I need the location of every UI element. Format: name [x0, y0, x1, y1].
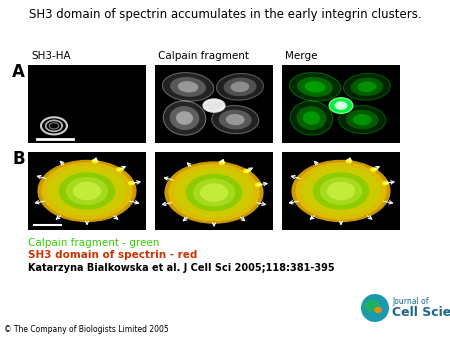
Text: Merge: Merge: [285, 51, 318, 61]
Circle shape: [128, 181, 135, 186]
Text: SH3 domain of spectrin accumulates in the early integrin clusters.: SH3 domain of spectrin accumulates in th…: [29, 8, 421, 21]
Ellipse shape: [200, 183, 228, 202]
Ellipse shape: [297, 106, 326, 130]
Bar: [28, 65, 146, 143]
Circle shape: [329, 98, 353, 113]
Ellipse shape: [203, 99, 225, 112]
Ellipse shape: [303, 111, 320, 125]
Ellipse shape: [289, 73, 341, 101]
Ellipse shape: [66, 177, 108, 205]
Bar: [155, 65, 273, 143]
Text: Calpain fragment: Calpain fragment: [158, 51, 249, 61]
Text: Katarzyna Bialkowska et al. J Cell Sci 2005;118:381-395: Katarzyna Bialkowska et al. J Cell Sci 2…: [28, 263, 335, 273]
Circle shape: [361, 294, 389, 322]
Ellipse shape: [320, 177, 362, 205]
Ellipse shape: [292, 160, 391, 222]
Ellipse shape: [297, 77, 333, 97]
Text: B: B: [12, 150, 25, 168]
Ellipse shape: [216, 73, 263, 100]
Circle shape: [91, 159, 99, 163]
Ellipse shape: [219, 110, 252, 129]
Ellipse shape: [73, 182, 101, 200]
Circle shape: [116, 167, 123, 172]
Circle shape: [243, 169, 250, 173]
Ellipse shape: [353, 114, 372, 125]
Text: Journal of: Journal of: [392, 297, 428, 307]
Ellipse shape: [176, 111, 193, 125]
Ellipse shape: [164, 161, 264, 224]
Ellipse shape: [358, 81, 376, 92]
Ellipse shape: [327, 182, 355, 200]
Ellipse shape: [163, 101, 206, 135]
Ellipse shape: [58, 172, 115, 210]
Circle shape: [346, 159, 352, 163]
Ellipse shape: [186, 174, 242, 211]
Ellipse shape: [302, 166, 381, 216]
Ellipse shape: [313, 172, 369, 210]
Text: Calpain fragment - green: Calpain fragment - green: [28, 238, 159, 248]
Text: SH3 domain of spectrin - red: SH3 domain of spectrin - red: [28, 250, 198, 260]
Ellipse shape: [41, 162, 133, 220]
Bar: [155, 152, 273, 230]
Ellipse shape: [168, 164, 260, 221]
Circle shape: [255, 182, 262, 187]
Ellipse shape: [224, 77, 256, 96]
Text: Cell Science: Cell Science: [392, 307, 450, 319]
Ellipse shape: [170, 106, 199, 130]
Ellipse shape: [351, 77, 383, 96]
Ellipse shape: [170, 77, 206, 97]
Ellipse shape: [212, 105, 259, 134]
Ellipse shape: [226, 114, 245, 125]
Ellipse shape: [339, 105, 386, 134]
Ellipse shape: [162, 73, 214, 101]
Circle shape: [370, 167, 377, 172]
Ellipse shape: [295, 162, 387, 220]
Ellipse shape: [305, 81, 325, 93]
Bar: [282, 152, 400, 230]
Ellipse shape: [193, 178, 235, 207]
Ellipse shape: [37, 160, 136, 222]
Ellipse shape: [230, 81, 249, 92]
Ellipse shape: [178, 81, 198, 93]
Circle shape: [218, 160, 225, 165]
Text: A: A: [12, 63, 25, 81]
Circle shape: [382, 181, 389, 186]
Text: © The Company of Biologists Limited 2005: © The Company of Biologists Limited 2005: [4, 325, 169, 334]
Ellipse shape: [374, 307, 382, 313]
Ellipse shape: [290, 101, 333, 135]
Text: SH3-HA: SH3-HA: [31, 51, 71, 61]
Circle shape: [334, 101, 347, 110]
Ellipse shape: [174, 168, 254, 218]
Ellipse shape: [346, 110, 379, 129]
Ellipse shape: [364, 300, 380, 312]
Ellipse shape: [47, 166, 126, 216]
Bar: [28, 152, 146, 230]
Ellipse shape: [343, 73, 391, 100]
Bar: [282, 65, 400, 143]
